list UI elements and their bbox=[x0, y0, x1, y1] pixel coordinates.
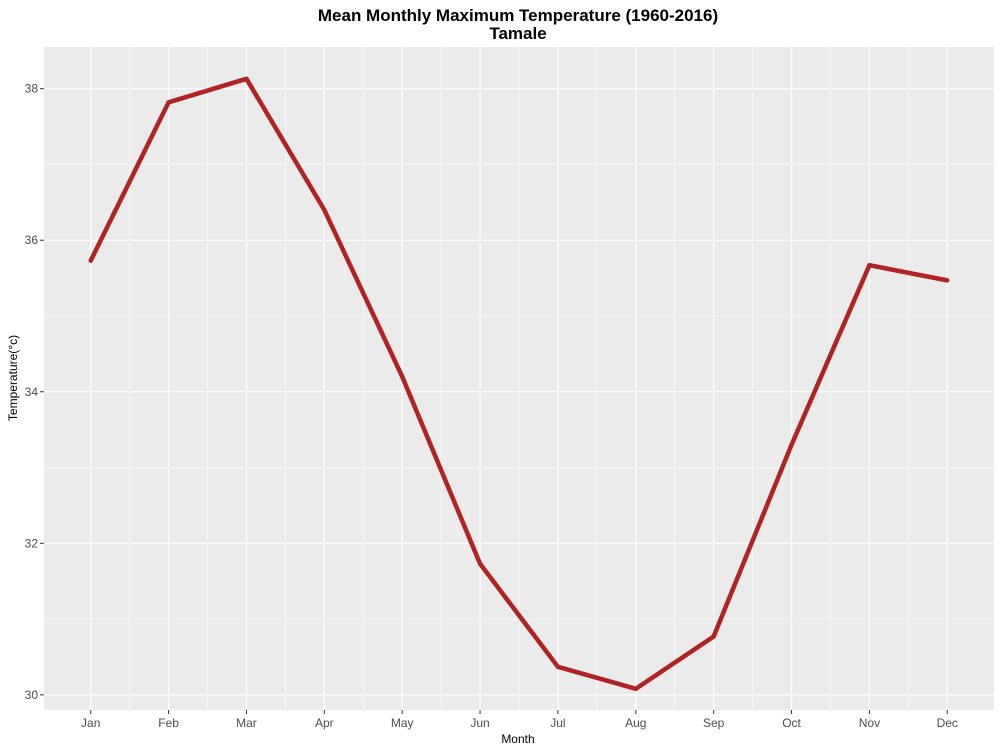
data-point bbox=[867, 263, 872, 268]
x-tick-labels: Jan Feb Mar Apr May Jun Jul Aug Sep Oct Nov Dec bbox=[81, 716, 958, 730]
y-tick-label: 30 bbox=[25, 688, 39, 702]
x-tick-label: Dec bbox=[937, 716, 958, 730]
x-tick-label: Apr bbox=[315, 716, 334, 730]
x-tick-label: Oct bbox=[782, 716, 801, 730]
data-point bbox=[555, 664, 561, 670]
x-tick-label: Sep bbox=[703, 716, 725, 730]
data-point bbox=[789, 442, 794, 447]
data-point bbox=[399, 374, 405, 379]
x-tick-label: May bbox=[391, 716, 414, 730]
x-tick-label: Feb bbox=[158, 716, 179, 730]
x-axis-title: Month bbox=[501, 732, 534, 746]
y-axis-title: Temperature(°c) bbox=[6, 335, 20, 421]
x-tick-label: Mar bbox=[236, 716, 257, 730]
series-layer bbox=[88, 76, 950, 692]
chart-title: Mean Monthly Maximum Temperature (1960-2… bbox=[318, 6, 718, 25]
y-tick-label: 36 bbox=[25, 233, 39, 247]
data-point bbox=[633, 686, 639, 691]
y-tick-label: 34 bbox=[25, 385, 39, 399]
data-point bbox=[244, 76, 249, 82]
data-point bbox=[477, 561, 483, 566]
data-point bbox=[88, 258, 93, 263]
data-point bbox=[166, 100, 171, 105]
axis-ticks bbox=[40, 88, 948, 714]
major-gridlines bbox=[44, 47, 994, 710]
y-tick-label: 38 bbox=[25, 82, 39, 96]
x-tick-label: Nov bbox=[859, 716, 880, 730]
x-tick-label: Jan bbox=[81, 716, 100, 730]
data-point bbox=[945, 278, 950, 283]
data-point bbox=[322, 207, 327, 213]
x-tick-label: Jul bbox=[550, 716, 565, 730]
data-point bbox=[711, 634, 716, 639]
x-tick-label: Aug bbox=[625, 716, 646, 730]
minor-gridlines bbox=[44, 47, 994, 710]
series-line bbox=[88, 76, 948, 692]
chart-subtitle: Tamale bbox=[489, 24, 546, 43]
y-tick-labels: 30 32 34 36 38 bbox=[25, 82, 39, 702]
x-tick-label: Jun bbox=[470, 716, 489, 730]
y-tick-label: 32 bbox=[25, 536, 39, 550]
